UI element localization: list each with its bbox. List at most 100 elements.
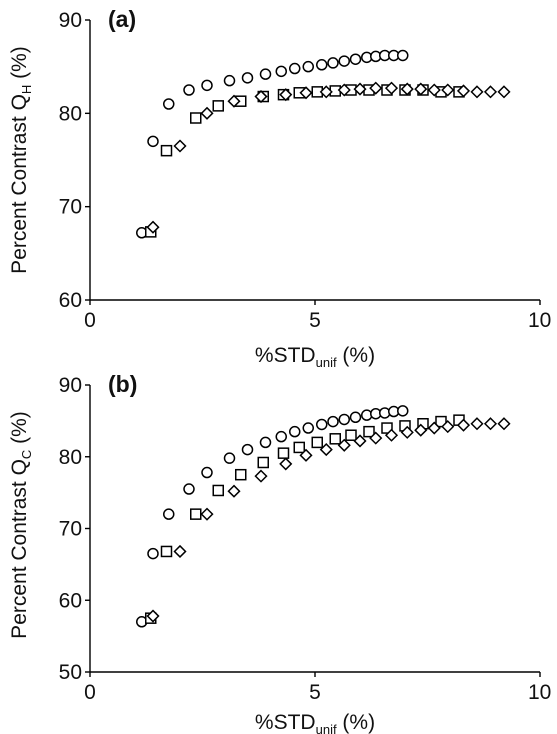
square-marker (160, 144, 173, 157)
circle-marker (259, 68, 272, 80)
y-axis-title-a: Percent Contrast QH (%) (8, 46, 34, 274)
circle-marker (397, 49, 409, 62)
diamond-marker (369, 81, 383, 95)
circle-marker (327, 57, 339, 69)
circle-marker (163, 508, 175, 520)
diamond-marker (414, 82, 428, 96)
diamond-marker (400, 82, 414, 96)
diamond-marker (456, 84, 471, 98)
circle-marker (241, 443, 254, 456)
circle-marker (275, 430, 287, 443)
circle-marker (223, 74, 236, 87)
diamond-marker (470, 85, 484, 99)
diamond-marker (146, 220, 160, 234)
x-axis-title-a-sub: unif (316, 355, 337, 370)
y-axis-title-a-sub: H (19, 85, 34, 94)
circle-marker (163, 98, 175, 110)
square-marker (212, 484, 224, 497)
y-axis-title-b-sub: C (19, 450, 34, 459)
circle-marker (316, 59, 328, 71)
diamond-marker (227, 484, 241, 498)
diamond-marker (427, 421, 441, 435)
y-axis-title-a-unit: (%) (8, 46, 31, 85)
y-tick-label-a: 90 (59, 9, 82, 32)
square-marker (381, 422, 393, 434)
x-axis-title-b-main: %STD (255, 711, 316, 734)
square-marker (190, 508, 202, 520)
x-axis-title-b-unit: (%) (337, 711, 376, 734)
y-axis-title-b: Percent Contrast QC (%) (8, 411, 34, 639)
series-square-b (145, 414, 465, 624)
diamond-marker (441, 83, 455, 97)
y-axis-title-a-main: Percent Contrast Q (8, 94, 31, 274)
y-tick-label-b: 60 (59, 589, 82, 612)
circle-marker (349, 53, 362, 65)
circle-marker (201, 79, 213, 92)
x-tick-label-a: 5 (309, 309, 321, 332)
x-tick-label-b: 0 (84, 681, 96, 704)
diamond-marker (384, 81, 399, 95)
diamond-marker (483, 85, 498, 99)
circle-marker (338, 55, 350, 67)
y-tick-label-a: 70 (59, 196, 82, 219)
series-diamond-a (146, 81, 511, 234)
y-tick-label-b: 80 (59, 446, 82, 469)
circle-marker (397, 405, 409, 417)
diamond-marker (173, 139, 187, 153)
circle-marker (349, 411, 362, 424)
circle-marker (327, 415, 339, 428)
square-marker (345, 429, 357, 441)
square-marker (311, 436, 323, 449)
square-marker (277, 447, 290, 459)
y-tick-label-b: 70 (59, 518, 82, 541)
series-circle-b (136, 405, 409, 628)
square-marker (160, 545, 173, 558)
diamond-marker (470, 417, 484, 431)
diamond-marker (254, 469, 268, 483)
x-tick-label-a: 10 (528, 309, 551, 332)
diamond-marker (200, 507, 214, 521)
circle-marker (316, 418, 328, 431)
diamond-marker (146, 609, 160, 623)
y-tick-label-b: 50 (59, 661, 82, 684)
diamond-marker (254, 89, 268, 104)
square-marker (435, 415, 447, 428)
circle-marker (338, 413, 350, 426)
x-tick-label-a: 0 (84, 309, 96, 332)
diamond-marker (279, 88, 293, 102)
circle-marker (183, 84, 195, 96)
x-axis-title-a-main: %STD (255, 344, 316, 367)
diamond-marker (299, 448, 313, 462)
y-tick-label-b: 90 (59, 374, 82, 397)
y-axis-title-b-unit: (%) (8, 411, 31, 450)
diamond-marker (279, 457, 293, 471)
diamond-marker (441, 420, 455, 434)
series-square-a (145, 84, 465, 238)
circle-marker (302, 422, 314, 434)
diamond-marker (400, 425, 414, 439)
diamond-marker (337, 438, 351, 452)
square-marker (293, 441, 305, 454)
diamond-marker (456, 418, 471, 432)
diamond-marker (173, 544, 187, 559)
square-marker (190, 112, 202, 124)
diamond-marker (319, 443, 333, 457)
circle-marker (289, 62, 301, 75)
diamond-marker (497, 417, 511, 431)
diamond-marker (299, 86, 313, 100)
circle-marker (223, 452, 236, 464)
diamond-marker (337, 83, 351, 97)
circle-marker (147, 547, 159, 560)
diamond-marker (497, 85, 511, 99)
diamond-marker (200, 106, 214, 120)
circle-marker (275, 65, 287, 78)
chart-panel-a: (a) %STDunif (%) Percent Contrast QH (%)… (8, 6, 551, 370)
diamond-marker (483, 417, 498, 431)
chart-panel-b: (b) %STDunif (%) Percent Contrast QC (%)… (8, 371, 551, 734)
panel-label-b: (b) (108, 371, 137, 397)
diamond-marker (427, 83, 441, 97)
square-marker (257, 456, 269, 469)
circle-marker (259, 436, 272, 449)
x-axis-title-b: %STDunif (%) (255, 711, 375, 734)
